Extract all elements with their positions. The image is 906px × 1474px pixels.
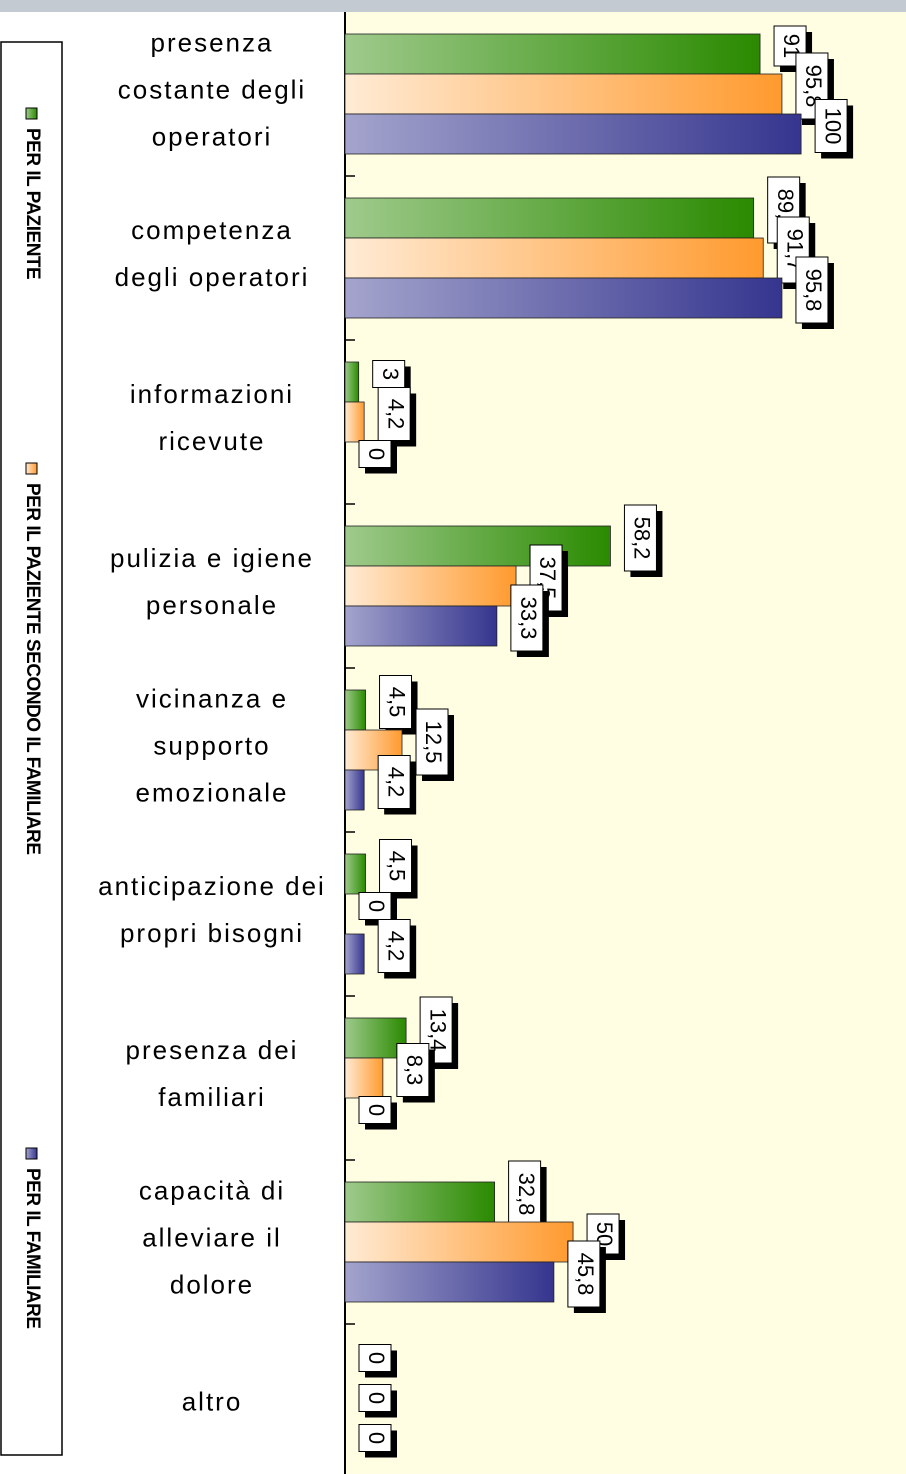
- data-label: 13,4: [425, 1009, 450, 1052]
- top-strip: [0, 0, 906, 12]
- category-label: pulizia e igiene personale: [109, 543, 314, 620]
- bar: [344, 113, 802, 155]
- bar: [344, 277, 783, 319]
- category-label: vicinanza e supporto emozionale: [135, 683, 289, 808]
- label-box: [415, 708, 449, 776]
- label-box: [358, 1096, 392, 1124]
- data-label: 0: [364, 1104, 389, 1116]
- bar: [344, 73, 783, 115]
- bar: [344, 933, 365, 975]
- category-label: informazioni ricevute: [129, 379, 295, 456]
- legend-swatch: [25, 1147, 38, 1160]
- label-box: [396, 1043, 430, 1097]
- category-label: altro: [181, 1386, 243, 1417]
- data-label: 0: [364, 900, 389, 912]
- bar: [344, 605, 498, 647]
- data-label: 3: [378, 368, 403, 380]
- bar: [344, 197, 755, 239]
- category-label: competenza degli operatori: [114, 215, 310, 292]
- label-box: [379, 839, 413, 893]
- label-box: [358, 1384, 392, 1412]
- bar: [344, 689, 366, 731]
- bar: [344, 1181, 496, 1223]
- data-label: 95,8: [801, 269, 826, 312]
- label-box: [377, 387, 411, 441]
- label-box: [358, 440, 392, 468]
- label-box: [377, 919, 411, 973]
- label-box: [510, 584, 544, 652]
- data-label: 0: [364, 1432, 389, 1444]
- data-label: 100: [820, 108, 845, 145]
- data-label: 4,2: [383, 931, 408, 962]
- label-box: [567, 1240, 601, 1308]
- bar: [344, 1221, 574, 1263]
- legend-label: PER IL PAZIENTE: [22, 128, 43, 279]
- bar: [344, 361, 360, 403]
- label-box: [379, 675, 413, 729]
- label-box: [372, 360, 406, 388]
- category-label: presenza dei familiari: [125, 1035, 299, 1112]
- category-label: presenza costante degli operatori: [117, 27, 307, 152]
- bar: [344, 1017, 407, 1059]
- data-label: 0: [364, 448, 389, 460]
- label-box: [358, 1424, 392, 1452]
- legend-swatch: [25, 107, 38, 120]
- bar: [344, 1057, 384, 1099]
- data-label: 4,2: [383, 767, 408, 798]
- category-label: anticipazione dei propri bisogni: [98, 871, 326, 948]
- bar: [344, 769, 365, 811]
- bar: [344, 237, 764, 279]
- label-box: [358, 892, 392, 920]
- label-box: [814, 99, 848, 153]
- data-label: 4,5: [385, 851, 410, 882]
- data-label: 0: [364, 1352, 389, 1364]
- data-label: 4,5: [385, 687, 410, 718]
- bar: [344, 565, 517, 607]
- data-label: 32,8: [514, 1173, 539, 1216]
- label-box: [377, 755, 411, 809]
- category-label: capacità di alleviare il dolore: [138, 1175, 286, 1300]
- bar: [344, 525, 611, 567]
- data-label: 12,5: [421, 721, 446, 764]
- data-label: 8,3: [402, 1055, 427, 1086]
- legend-label: PER IL PAZIENTE SECONDO IL FAMILIARE: [22, 483, 43, 855]
- label-box: [358, 1344, 392, 1372]
- bar: [344, 33, 761, 75]
- bar: [344, 401, 365, 443]
- data-label: 33,3: [516, 597, 541, 640]
- data-label: 0: [364, 1392, 389, 1404]
- legend-swatch: [25, 462, 38, 475]
- legend-label: PER IL FAMILIARE: [22, 1168, 43, 1329]
- data-label: 4,2: [383, 399, 408, 430]
- legend-box: [0, 41, 63, 1456]
- data-label: 58,2: [630, 517, 655, 560]
- label-box: [623, 504, 657, 572]
- data-label: 45,8: [573, 1253, 598, 1296]
- label-box: [508, 1160, 542, 1228]
- bar: [344, 853, 366, 895]
- label-box: [795, 256, 829, 324]
- bar: [344, 1261, 555, 1303]
